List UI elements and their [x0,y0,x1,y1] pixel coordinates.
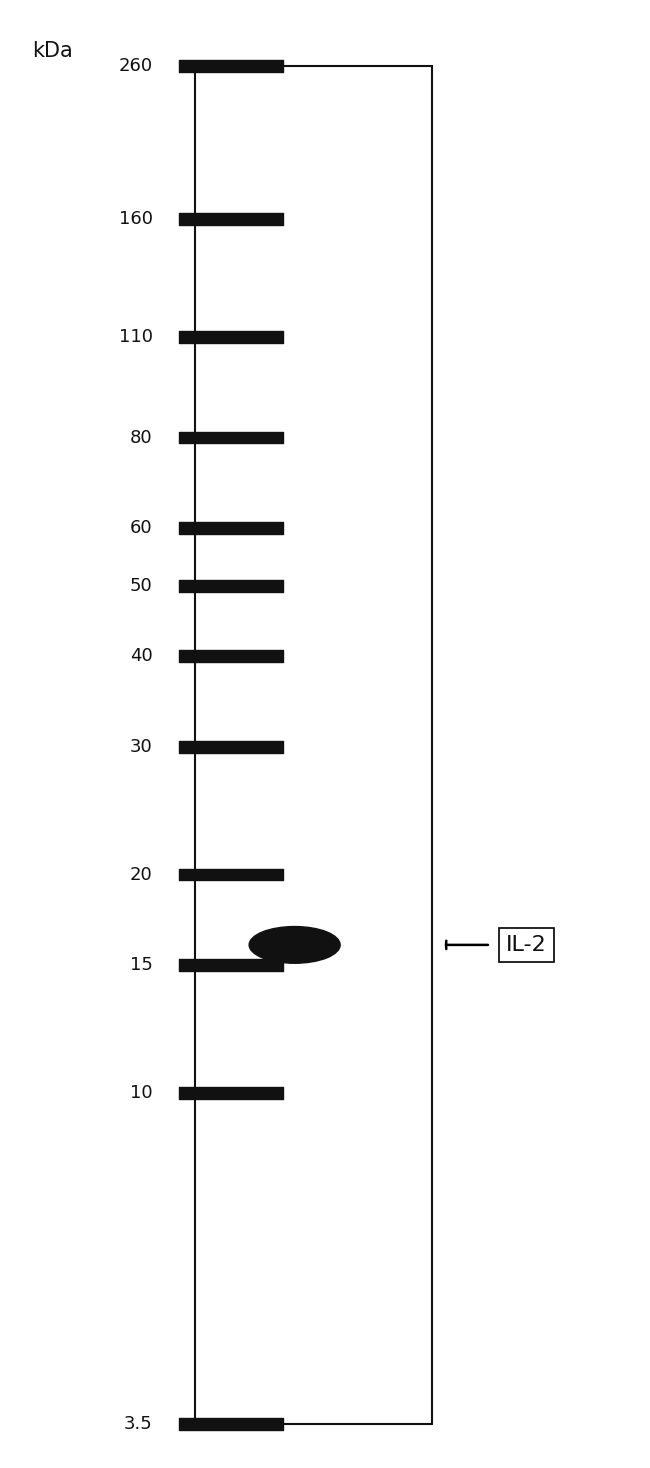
Text: 50: 50 [130,577,153,595]
FancyBboxPatch shape [195,66,432,1424]
Text: 160: 160 [119,210,153,228]
Text: 40: 40 [130,647,153,665]
Text: 30: 30 [130,738,153,756]
Text: 20: 20 [130,866,153,884]
Text: 60: 60 [130,520,153,537]
Ellipse shape [249,926,340,963]
Text: 80: 80 [130,429,153,446]
Text: 15: 15 [130,956,153,975]
Text: 10: 10 [130,1083,153,1102]
Text: 260: 260 [118,57,153,75]
Text: 3.5: 3.5 [124,1415,153,1433]
Text: 110: 110 [119,329,153,346]
Text: kDa: kDa [32,41,72,62]
Text: IL-2: IL-2 [506,935,547,954]
